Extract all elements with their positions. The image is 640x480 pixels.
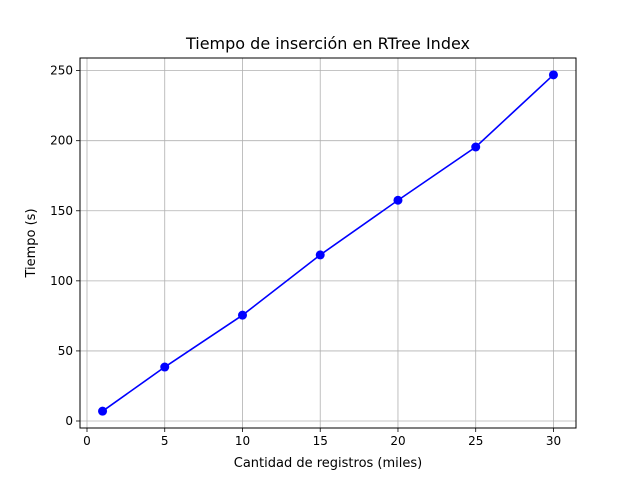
x-axis-label: Cantidad de registros (miles) <box>234 456 423 471</box>
chart-title: Tiempo de inserción en RTree Index <box>185 34 470 53</box>
x-tick-label: 30 <box>546 434 561 448</box>
x-tick-label: 15 <box>313 434 328 448</box>
y-tick-label: 150 <box>50 204 73 218</box>
x-tick-label: 0 <box>83 434 91 448</box>
x-tick-label: 20 <box>390 434 405 448</box>
y-tick-label: 200 <box>50 134 73 148</box>
data-point <box>548 70 558 80</box>
grid <box>80 58 576 428</box>
x-tick-label: 25 <box>468 434 483 448</box>
plot-frame <box>79 57 577 429</box>
data-point <box>471 142 481 152</box>
data-point <box>98 406 108 416</box>
data-point <box>315 250 325 260</box>
data-series <box>98 70 558 416</box>
x-tick-label: 10 <box>235 434 250 448</box>
data-point <box>160 362 170 372</box>
y-tick-label: 50 <box>58 344 73 358</box>
axis-ticks: 0 5 10 15 20 25 30 0 50 100 150 200 250 <box>50 64 561 448</box>
x-tick-label: 5 <box>161 434 169 448</box>
y-axis-label: Tiempo (s) <box>24 208 39 278</box>
data-point <box>237 310 247 320</box>
data-point <box>393 195 403 205</box>
y-tick-label: 0 <box>65 414 73 428</box>
y-tick-label: 250 <box>50 64 73 78</box>
y-tick-label: 100 <box>50 274 73 288</box>
series-line <box>102 74 554 412</box>
